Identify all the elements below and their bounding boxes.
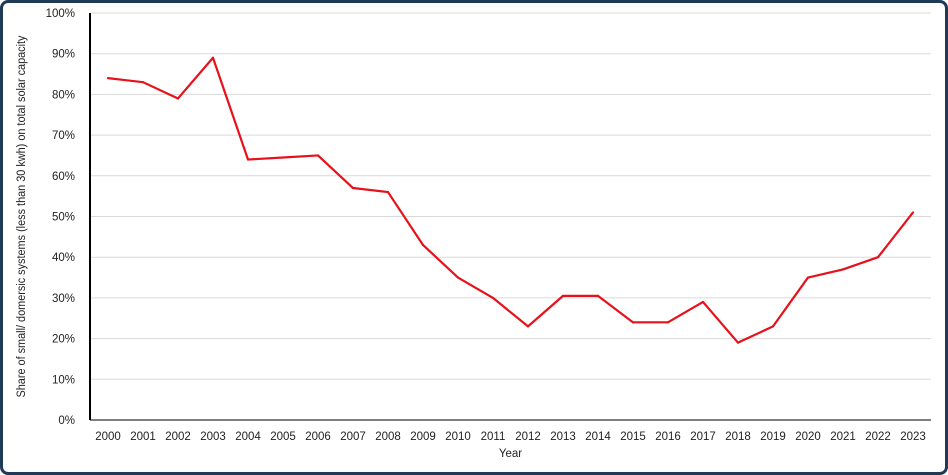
- x-tick-label: 2002: [165, 431, 191, 443]
- y-tick-label: 60%: [52, 171, 75, 183]
- data-point: [526, 325, 530, 328]
- x-tick-label: 2006: [305, 431, 331, 443]
- y-tick-label: 70%: [52, 130, 75, 142]
- y-tick-label: 50%: [52, 212, 75, 224]
- data-point: [806, 276, 810, 279]
- data-point: [141, 81, 145, 84]
- data-point: [281, 156, 285, 159]
- data-point: [561, 294, 565, 297]
- gridlines: [90, 12, 931, 380]
- x-tick-label: 2010: [445, 431, 471, 443]
- x-tick-label: 2001: [130, 431, 156, 443]
- x-tick-label: 2017: [690, 431, 716, 443]
- y-tick-label: 0%: [58, 415, 75, 427]
- x-tick-label: 2000: [95, 431, 121, 443]
- y-tick-label: 10%: [52, 374, 75, 386]
- data-point: [176, 97, 180, 100]
- data-point: [631, 321, 635, 324]
- x-tick-label: 2013: [550, 431, 576, 443]
- x-tick-label: 2018: [725, 431, 751, 443]
- x-tick-labels: 2000 2001 2002 2003 2004 2005 2006 2007 2008 2009…: [95, 431, 926, 443]
- y-tick-label: 80%: [52, 89, 75, 101]
- x-tick-label: 2009: [410, 431, 436, 443]
- x-tick-label: 2022: [865, 431, 891, 443]
- x-tick-label: 2008: [375, 431, 401, 443]
- data-point: [841, 268, 845, 271]
- data-point: [876, 256, 880, 259]
- data-point: [771, 325, 775, 328]
- data-point: [596, 294, 600, 297]
- x-tick-label: 2003: [200, 431, 226, 443]
- x-tick-label: 2004: [235, 431, 261, 443]
- x-tick-label: 2019: [760, 431, 786, 443]
- y-tick-labels: 0% 10% 20% 30% 40% 50% 60% 70% 80% 90% 100%: [46, 8, 75, 427]
- series-line: [107, 56, 914, 344]
- x-tick-label: 2012: [515, 431, 541, 443]
- x-tick-label: 2020: [795, 431, 821, 443]
- y-tick-label: 30%: [52, 293, 75, 305]
- x-tick-label: 2005: [270, 431, 296, 443]
- data-point: [456, 276, 460, 279]
- data-point: [351, 186, 355, 190]
- y-axis-title: Share of small/ domersic systems (less t…: [16, 35, 28, 397]
- data-point: [911, 211, 915, 214]
- x-tick-label: 2011: [481, 431, 506, 443]
- data-point: [246, 158, 250, 161]
- x-tick-label: 2016: [655, 431, 681, 443]
- x-tick-label: 2023: [900, 431, 926, 443]
- y-tick-label: 100%: [46, 8, 75, 20]
- data-point: [666, 321, 670, 324]
- data-point: [106, 77, 110, 80]
- data-point: [701, 300, 705, 304]
- data-point: [421, 243, 425, 247]
- data-point: [386, 190, 390, 194]
- data-point: [316, 154, 320, 157]
- x-tick-label: 2015: [620, 431, 646, 443]
- x-axis-title: Year: [499, 448, 522, 460]
- x-tick-label: 2014: [585, 431, 611, 443]
- y-tick-label: 90%: [52, 49, 75, 61]
- data-point: [211, 56, 215, 59]
- data-point: [491, 296, 495, 299]
- series-group: [106, 56, 915, 344]
- data-point: [736, 341, 740, 344]
- x-tick-label: 2007: [340, 431, 366, 443]
- y-tick-label: 40%: [52, 252, 75, 264]
- y-tick-label: 20%: [52, 334, 75, 346]
- x-tick-label: 2021: [830, 431, 856, 443]
